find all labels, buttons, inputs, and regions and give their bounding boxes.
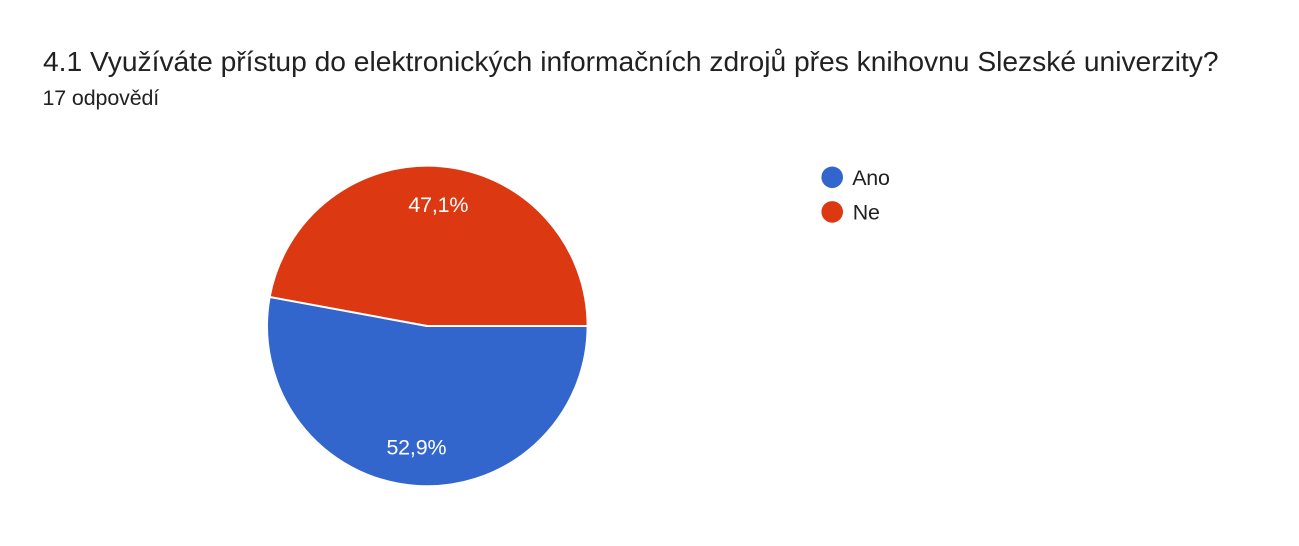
svg-text:Ne: Ne: [853, 201, 880, 225]
svg-text:47,1%: 47,1%: [408, 193, 468, 217]
svg-text:52,9%: 52,9%: [386, 435, 446, 459]
svg-text:Ano: Ano: [852, 166, 889, 190]
